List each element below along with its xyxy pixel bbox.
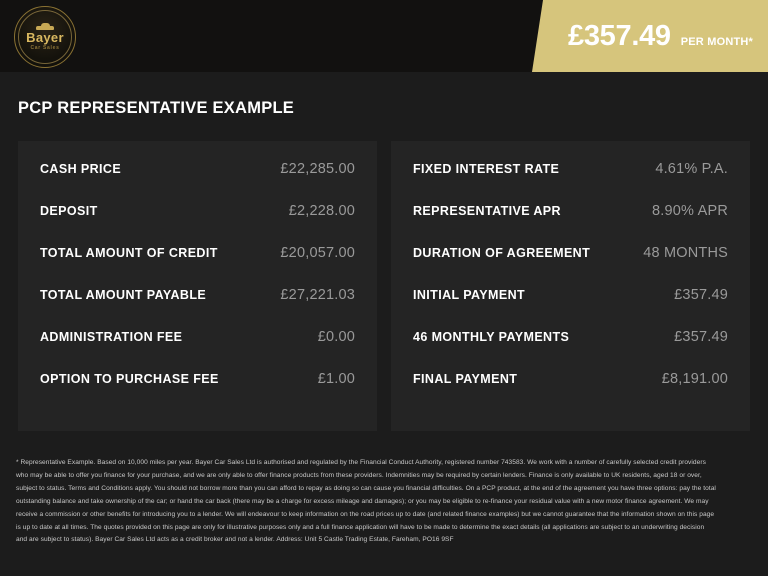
row-value: £1.00 <box>317 371 355 387</box>
table-row: 46 MONTHLY PAYMENTS £357.49 <box>413 329 728 371</box>
table-row: TOTAL AMOUNT OF CREDIT £20,057.00 <box>40 245 355 287</box>
finance-details-panels: CASH PRICE £22,285.00 DEPOSIT £2,228.00 … <box>18 141 750 431</box>
table-row: TOTAL AMOUNT PAYABLE £27,221.03 <box>40 287 355 329</box>
row-label: FIXED INTEREST RATE <box>413 162 560 176</box>
row-label: REPRESENTATIVE APR <box>413 204 561 218</box>
table-row: CASH PRICE £22,285.00 <box>40 161 355 203</box>
row-label: TOTAL AMOUNT OF CREDIT <box>40 246 218 260</box>
row-label: CASH PRICE <box>40 162 122 176</box>
price-inner: £357.49 PER MONTH* <box>568 19 754 52</box>
row-value: £22,285.00 <box>280 161 355 177</box>
row-value: £20,057.00 <box>280 245 355 261</box>
row-value: £8,191.00 <box>661 371 728 387</box>
monthly-price-banner: £357.49 PER MONTH* <box>532 0 768 72</box>
price-amount: £357.49 <box>568 19 671 52</box>
page-header: Bayer Car Sales £357.49 PER MONTH* <box>0 0 768 72</box>
row-value: 8.90% APR <box>652 203 728 219</box>
row-value: £2,228.00 <box>288 203 355 219</box>
row-label: TOTAL AMOUNT PAYABLE <box>40 288 207 302</box>
row-value: £357.49 <box>674 329 728 345</box>
bayer-car-sales-logo[interactable]: Bayer Car Sales <box>14 6 76 68</box>
row-value: 4.61% P.A. <box>655 161 728 177</box>
table-row: ADMINISTRATION FEE £0.00 <box>40 329 355 371</box>
table-row: OPTION TO PURCHASE FEE £1.00 <box>40 371 355 413</box>
representative-example-disclaimer: * Representative Example. Based on 10,00… <box>16 459 716 544</box>
row-value: 48 MONTHS <box>643 245 728 261</box>
table-row: FIXED INTEREST RATE 4.61% P.A. <box>413 161 728 203</box>
table-row: INITIAL PAYMENT £357.49 <box>413 287 728 329</box>
table-row: DEPOSIT £2,228.00 <box>40 203 355 245</box>
row-label: ADMINISTRATION FEE <box>40 330 183 344</box>
row-label: INITIAL PAYMENT <box>413 288 526 302</box>
row-label: FINAL PAYMENT <box>413 372 518 386</box>
row-label: DURATION OF AGREEMENT <box>413 246 591 260</box>
price-unit-label: PER MONTH* <box>680 35 754 48</box>
row-label: OPTION TO PURCHASE FEE <box>40 372 219 386</box>
logo-brand-name: Bayer <box>26 30 64 45</box>
table-row: FINAL PAYMENT £8,191.00 <box>413 371 728 413</box>
logo-tagline: Car Sales <box>30 45 60 51</box>
right-details-panel: FIXED INTEREST RATE 4.61% P.A. REPRESENT… <box>391 141 750 431</box>
table-row: REPRESENTATIVE APR 8.90% APR <box>413 203 728 245</box>
table-row: DURATION OF AGREEMENT 48 MONTHS <box>413 245 728 287</box>
row-value: £357.49 <box>674 287 728 303</box>
left-details-panel: CASH PRICE £22,285.00 DEPOSIT £2,228.00 … <box>18 141 377 431</box>
page-title: PCP REPRESENTATIVE EXAMPLE <box>18 99 295 117</box>
row-label: 46 MONTHLY PAYMENTS <box>413 330 570 344</box>
car-icon <box>36 23 54 30</box>
row-value: £27,221.03 <box>280 287 355 303</box>
row-value: £0.00 <box>317 329 355 345</box>
row-label: DEPOSIT <box>40 204 98 218</box>
